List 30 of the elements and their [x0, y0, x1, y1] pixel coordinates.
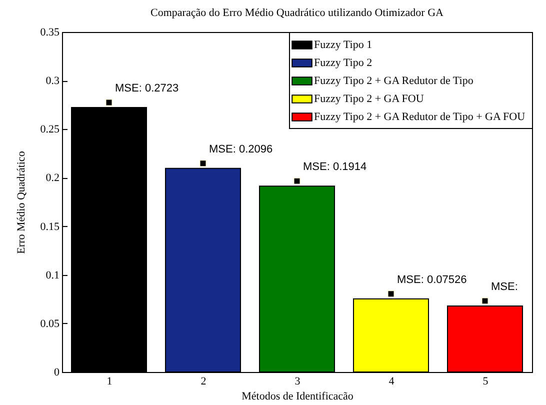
y-tick-label: 0.2 — [46, 172, 60, 184]
data-label: MSE: 0.1914 — [303, 161, 367, 174]
bar — [353, 298, 429, 372]
x-tick-label: 1 — [106, 376, 112, 388]
bar — [165, 168, 241, 372]
legend-label: Fuzzy Tipo 2 + GA FOU — [314, 93, 424, 105]
data-label: MSE: 0.2723 — [115, 82, 179, 94]
y-tick-label: 0.35 — [40, 26, 60, 38]
legend-label: Fuzzy Tipo 1 — [314, 39, 372, 51]
y-tick-label: 0.1 — [46, 269, 60, 282]
y-tick-label: 0.3 — [46, 75, 60, 88]
y-tick-label: 0.15 — [40, 220, 60, 233]
x-tick-label: 2 — [200, 376, 206, 388]
bar — [259, 186, 335, 372]
y-axis-title: Erro Médio Quadrático — [15, 150, 28, 254]
x-tick-label: 3 — [294, 376, 301, 388]
legend-label: Fuzzy Tipo 2 — [314, 57, 372, 69]
y-tick-label: 0.05 — [40, 318, 60, 330]
x-axis-title: Métodos de Identificacão — [242, 390, 354, 402]
x-tick-label: 5 — [482, 376, 489, 388]
legend-label: Fuzzy Tipo 2 + GA Redutor de Tipo — [314, 75, 474, 87]
data-label: MSE: — [491, 280, 518, 293]
bar — [447, 305, 523, 372]
data-label: MSE: 0.2096 — [209, 143, 273, 156]
y-tick-label: 0 — [54, 366, 60, 378]
legend-label: Fuzzy Tipo 2 + GA Redutor de Tipo + GA FOU — [314, 111, 526, 123]
chart-title: Comparação do Erro Médio Quadrático utilizando Otimizador GA — [150, 7, 444, 19]
x-tick-label: 4 — [388, 376, 395, 388]
y-tick-label: 0.25 — [40, 124, 60, 136]
data-label: MSE: 0.07526 — [397, 274, 467, 286]
